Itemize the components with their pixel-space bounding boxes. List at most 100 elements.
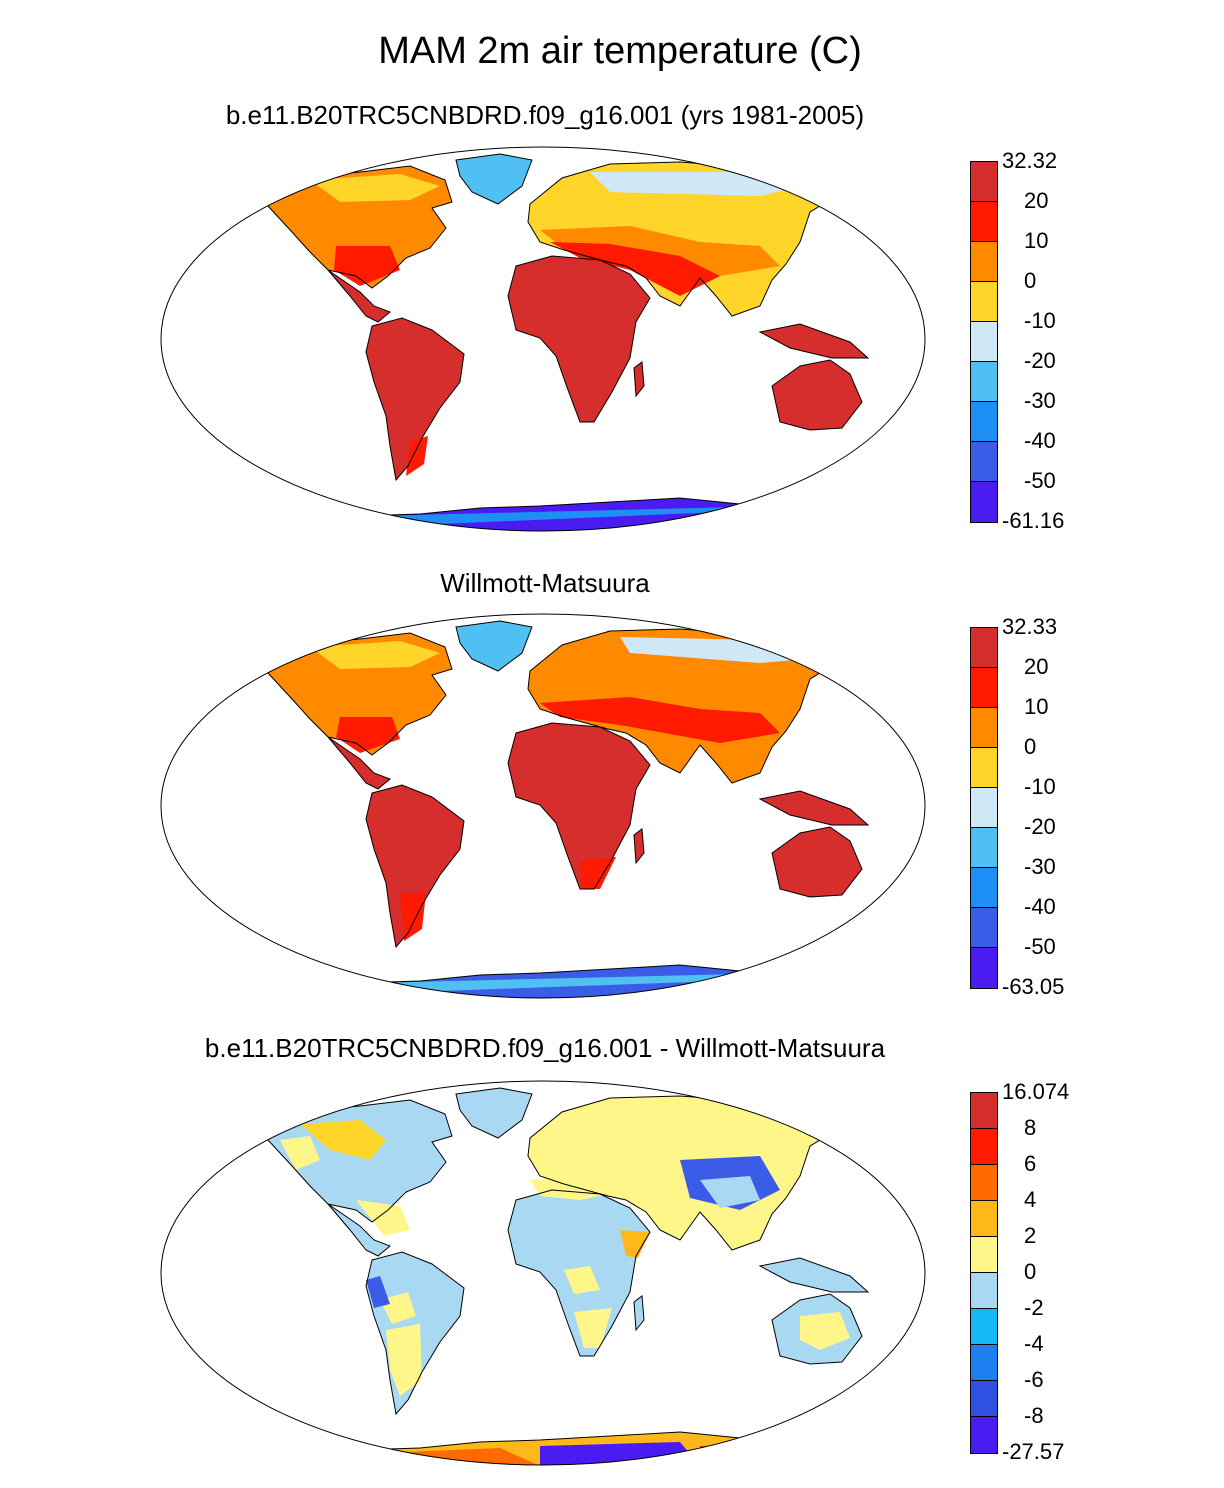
map-diff [160,1080,926,1466]
colorbar-label: -63.05 [1002,974,1065,999]
colorbar-box [970,627,998,989]
colorbar-label: -30 [1024,854,1056,879]
main-title: MAM 2m air temperature (C) [378,30,862,72]
map-border [160,613,926,999]
colorbar-label: 0 [1024,1259,1037,1284]
field-patch [574,1308,612,1348]
land-australia [772,360,862,430]
field-patch [386,1324,422,1396]
colorbar-label: -50 [1024,468,1056,493]
land-greenland [456,621,532,671]
land-samerica [366,785,464,947]
colorbar-label: -61.16 [1002,508,1065,533]
land-camerica [328,737,390,789]
colorbar-segment [971,362,997,402]
colorbar-label: 32.33 [1002,614,1058,639]
coastline-africa [507,722,651,890]
colorbar-segment [971,202,997,242]
map-model [160,146,926,532]
coastline-antarctica [298,497,821,531]
coastline-namerica [267,1099,453,1223]
land-africa [508,256,650,422]
colorbar-box [970,161,998,523]
field-patch [700,1444,800,1465]
coastline-madagascar [633,361,645,398]
coastline-greenland [455,1087,533,1139]
colorbar-label: -6 [1024,1367,1044,1392]
field-patch [310,174,440,202]
colorbar-segment [971,668,997,708]
field-patch [406,436,428,476]
field-patch [380,1292,416,1324]
field-patch [366,1276,390,1308]
colorbar-segment [971,1309,997,1345]
field-patch [700,1176,760,1208]
colorbar-segment [971,242,997,282]
colorbar-segment [971,1093,997,1129]
field-patch [564,1266,600,1294]
field-patch [620,1230,650,1258]
colorbar-label: -50 [1024,934,1056,959]
colorbar-label: 20 [1024,654,1049,679]
colorbar-label: 32.32 [1002,148,1058,173]
field-patch [540,697,780,743]
coastline-namerica [267,165,453,289]
colorbar-segment [971,402,997,442]
colorbar-segment [971,788,997,828]
land-australia [772,827,862,897]
colorbar-segment [971,162,997,202]
field-patch [800,1312,850,1350]
colorbar-label: 6 [1024,1151,1037,1176]
colorbar-segment [971,1345,997,1381]
field-patch [400,893,426,941]
coastline-camerica [327,1203,391,1257]
coastline-camerica [327,736,391,790]
colorbar-segment [971,628,997,668]
coastline-africa [507,1189,651,1357]
land-madagascar [634,829,644,863]
land-camerica [328,270,390,322]
coastline-madagascar [633,828,645,865]
colorbar-label: 20 [1024,188,1049,213]
colorbar-label: 2 [1024,1223,1037,1248]
colorbar-segment [971,322,997,362]
field-patch [336,717,400,753]
colorbar-label: 0 [1024,734,1037,759]
colorbar-segment [971,868,997,908]
coastline-samerica [365,1251,465,1416]
colorbar-label: -10 [1024,774,1056,799]
field-patch [300,1120,386,1160]
land-greenland [456,154,532,204]
colorbar-segment [971,1237,997,1273]
colorbar-segment [971,1417,997,1453]
field-patch [296,206,410,258]
colorbar-label: -20 [1024,348,1056,373]
panel-title-model: b.e11.B20TRC5CNBDRD.f09_g16.001 (yrs 198… [225,100,865,130]
coastline-australia [771,1293,863,1365]
colorbar-box [970,1092,998,1454]
colorbar-label: -27.57 [1002,1439,1065,1464]
colorbar-label: -30 [1024,388,1056,413]
field-patch [280,1136,320,1170]
land-africa [508,723,650,889]
field-patch [296,673,410,725]
land-nz [876,899,890,917]
land-seasia [760,324,868,358]
colorbar-label: -40 [1024,428,1056,453]
field-patch [580,857,616,889]
coastline-camerica [327,269,391,323]
land-greenland [456,1088,532,1138]
colorbar-segment [971,1273,997,1309]
colorbar-segment [971,442,997,482]
colorbar-segment [971,1381,997,1417]
map-layer [267,1087,891,1465]
colorbar-label: -20 [1024,814,1056,839]
coastline-samerica [365,317,465,482]
panel-title-diff: b.e11.B20TRC5CNBDRD.f09_g16.001 - Willmo… [204,1033,886,1063]
field-patch [334,246,400,286]
colorbar-segment [971,708,997,748]
coastline-seasia [758,323,870,359]
map-layer [267,620,891,998]
coastline-seasia [758,790,870,826]
colorbar-label: 4 [1024,1187,1037,1212]
